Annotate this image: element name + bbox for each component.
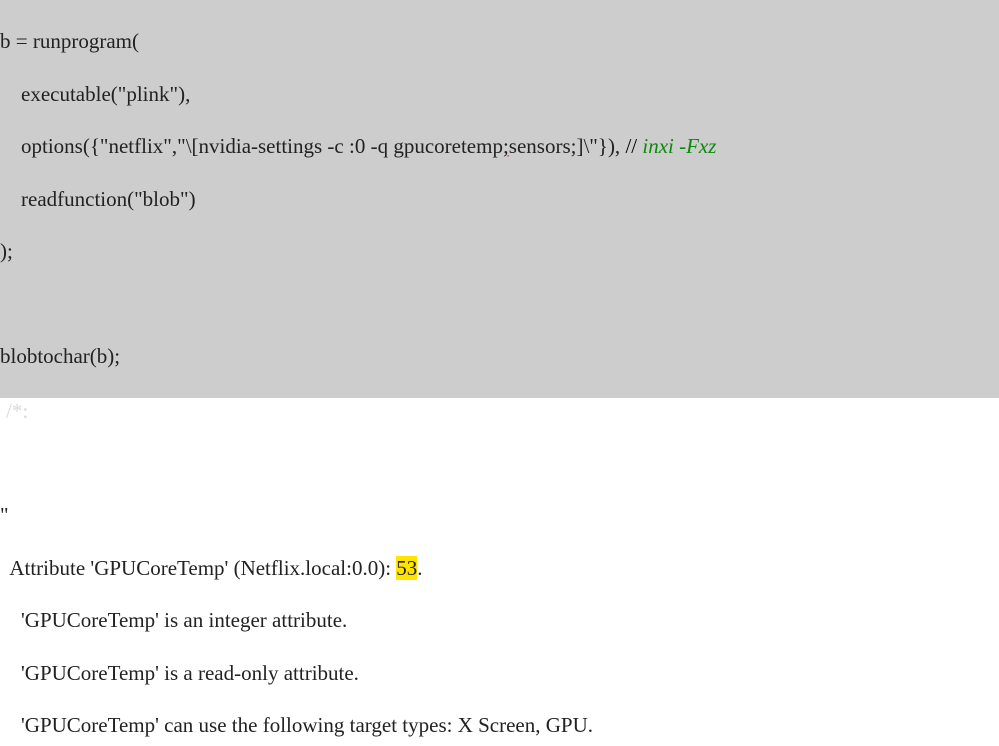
code-line-2: executable("plink"), <box>0 81 999 107</box>
code-block: b = runprogram( executable("plink"), opt… <box>0 0 999 398</box>
comment-slashes: // <box>625 134 642 158</box>
code-line-4: readfunction("blob") <box>0 186 999 212</box>
highlight-value: 53 <box>396 556 417 580</box>
blank-line <box>0 450 999 476</box>
code-text: readfunction("blob") <box>0 187 196 211</box>
output-text: Attribute 'GPUCoreTemp' (Netflix.local:0… <box>0 556 396 580</box>
code-line-1: b = runprogram( <box>0 28 999 54</box>
code-line-7: blobtochar(b); <box>0 343 999 369</box>
faded-comment-line: /*: <box>0 398 999 424</box>
comment-text: inxi -Fxz <box>642 134 716 158</box>
output-block: " Attribute 'GPUCoreTemp' (Netflix.local… <box>0 424 999 746</box>
output-line: 'GPUCoreTemp' can use the following targ… <box>0 712 999 738</box>
output-line: 'GPUCoreTemp' is an integer attribute. <box>0 607 999 633</box>
output-text: . <box>417 556 422 580</box>
code-line-5: ); <box>0 238 999 264</box>
blank-line <box>0 291 999 317</box>
code-text: ); <box>0 239 13 263</box>
output-line: 'GPUCoreTemp' is a read-only attribute. <box>0 660 999 686</box>
code-text: blobtochar(b); <box>0 344 120 368</box>
output-line: Attribute 'GPUCoreTemp' (Netflix.local:0… <box>0 555 999 581</box>
code-text: executable("plink"), <box>0 82 190 106</box>
code-text: sensors;]\"}), <box>509 134 626 158</box>
code-text: options({"netflix","\[nvidia-settings -c… <box>0 134 503 158</box>
faded-comment: /*: <box>0 399 28 423</box>
code-text: b = runprogram( <box>0 29 139 53</box>
code-line-3: options({"netflix","\[nvidia-settings -c… <box>0 133 999 159</box>
output-quote-open: " <box>0 502 999 528</box>
